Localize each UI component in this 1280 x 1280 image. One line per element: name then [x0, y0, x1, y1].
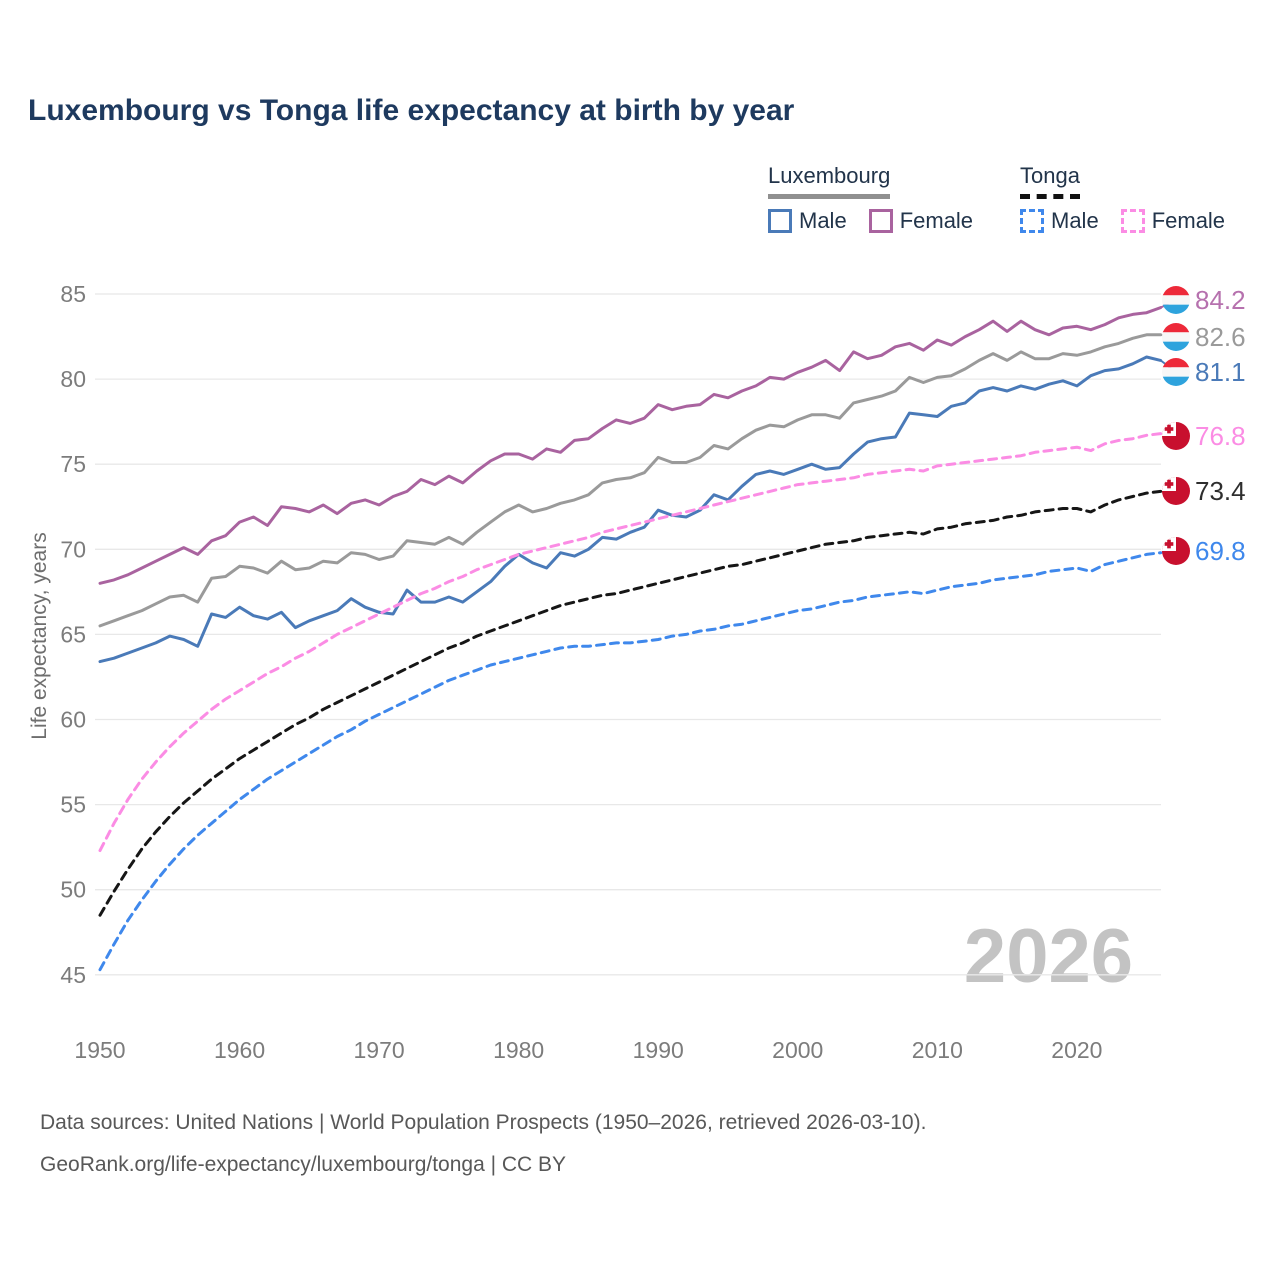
legend-group-tonga: Tonga Male Female — [1020, 163, 1225, 234]
y-tick-label: 65 — [60, 621, 86, 647]
series-end-label: 82.6 — [1195, 322, 1246, 352]
y-tick-label: 50 — [60, 877, 86, 903]
x-tick-label: 1960 — [214, 1037, 265, 1063]
y-tick-label: 60 — [60, 707, 86, 733]
series-line-lux-male[interactable] — [98, 355, 1163, 664]
legend-item-tonga-female[interactable]: Female — [1120, 208, 1226, 234]
y-axis-title: Life expectancy, years — [28, 532, 51, 739]
legend-label: Female — [899, 208, 974, 233]
y-tick-label: 75 — [60, 451, 86, 477]
series-end-label: 81.1 — [1195, 357, 1246, 387]
x-tick-label: 1970 — [354, 1037, 405, 1063]
tonga-female-swatch-icon — [1120, 209, 1145, 233]
tonga-flag-icon — [1162, 422, 1190, 450]
x-tick-label: 2020 — [1051, 1037, 1102, 1063]
series-line-tonga-female[interactable] — [98, 432, 1163, 853]
tonga-flag-icon — [1162, 477, 1190, 505]
x-tick-label: 2010 — [912, 1037, 963, 1063]
series-end-label: 73.4 — [1195, 476, 1246, 506]
series-line-tonga-male[interactable] — [98, 551, 1163, 972]
legend-item-tonga-male[interactable]: Male — [1020, 208, 1099, 234]
luxembourg-flag-icon — [1162, 323, 1190, 351]
chart-title: Luxembourg vs Tonga life expectancy at b… — [28, 94, 795, 127]
y-tick-label: 45 — [60, 962, 86, 988]
x-tick-label: 1980 — [493, 1037, 544, 1063]
tonga-male-swatch-icon — [1020, 209, 1044, 233]
luxembourg-flag-icon — [1162, 286, 1190, 314]
y-tick-label: 80 — [60, 366, 86, 392]
y-tick-label: 70 — [60, 536, 86, 562]
luxembourg-flag-icon — [1162, 358, 1190, 386]
legend-label: Female — [1151, 208, 1226, 233]
legend-group-luxembourg: Luxembourg Male Female — [768, 163, 973, 234]
series-end-label: 69.8 — [1195, 536, 1246, 566]
watermark-year: 2026 — [964, 914, 1133, 999]
tonga-flag-icon — [1162, 537, 1190, 565]
series-end-label: 76.8 — [1195, 421, 1246, 451]
luxembourg-male-swatch-icon — [768, 209, 792, 233]
legend-item-luxembourg-male[interactable]: Male — [768, 208, 847, 234]
x-tick-label: 1990 — [633, 1037, 684, 1063]
x-tick-label: 1950 — [74, 1037, 125, 1063]
legend-label: Male — [1051, 208, 1099, 233]
series-line-lux-female[interactable] — [98, 306, 1163, 585]
legend-header-luxembourg: Luxembourg — [768, 163, 891, 199]
legend-header-tonga: Tonga — [1020, 163, 1080, 199]
footer-datasource: Data sources: United Nations | World Pop… — [40, 1111, 927, 1134]
x-tick-label: 2000 — [772, 1037, 823, 1063]
series-end-label: 84.2 — [1195, 285, 1246, 315]
series-line-tonga-total[interactable] — [98, 489, 1163, 917]
y-tick-label: 85 — [60, 281, 86, 307]
y-tick-label: 55 — [60, 792, 86, 818]
footer: Data sources: United Nations | World Pop… — [40, 1102, 926, 1186]
legend-label: Male — [799, 208, 847, 233]
footer-attribution: GeoRank.org/life-expectancy/luxembourg/t… — [40, 1153, 567, 1176]
luxembourg-female-swatch-icon — [868, 209, 893, 233]
legend-item-luxembourg-female[interactable]: Female — [868, 208, 974, 234]
series-line-lux-total[interactable] — [98, 333, 1163, 628]
